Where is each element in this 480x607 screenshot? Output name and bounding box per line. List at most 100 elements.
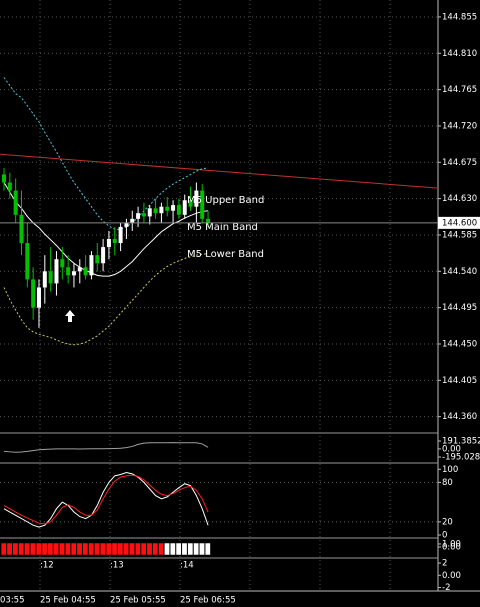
- signal-bar: [199, 542, 205, 556]
- candle-body: [66, 267, 71, 276]
- signal-bar: [59, 542, 65, 556]
- y-tick-label: 144.855: [442, 12, 477, 22]
- candle-body: [182, 200, 187, 215]
- y-tick-label: -195.028: [442, 452, 480, 462]
- signal-bar: [35, 542, 42, 556]
- candle-body: [54, 259, 59, 284]
- candle-body: [165, 206, 170, 211]
- signal-bar: [94, 542, 100, 556]
- signal-arrow: [65, 310, 75, 322]
- y-tick-label: 144.540: [442, 267, 477, 277]
- signal-bar: [82, 542, 89, 556]
- signal-bar: [18, 542, 25, 556]
- y-tick-label: 144.495: [442, 303, 477, 313]
- y-tick-label: 0.00: [442, 542, 461, 552]
- signal-bar: [169, 542, 176, 556]
- signal-bar: [181, 542, 188, 556]
- price-label: 144.600: [442, 218, 477, 228]
- band-label: M5 Lower Band: [187, 249, 264, 260]
- signal-bar: [0, 542, 7, 556]
- signal-bar: [140, 542, 147, 556]
- candle-body: [71, 271, 76, 276]
- y-tick-label: 144.360: [442, 412, 477, 422]
- candle-body: [60, 259, 65, 268]
- candle-body: [31, 279, 36, 308]
- candle-body: [95, 255, 100, 264]
- signal-bar: [12, 542, 19, 556]
- signal-bar: [129, 542, 135, 556]
- candle-body: [89, 255, 94, 276]
- price-marker: [438, 216, 480, 229]
- candle-body: [83, 267, 88, 276]
- signal-bar: [164, 542, 170, 556]
- y-tick-label: 144.405: [442, 376, 477, 386]
- indicator-line: [3, 472, 209, 528]
- y-tick-label: 144.810: [442, 49, 477, 59]
- y-tick-label: 0.00: [442, 444, 461, 454]
- candle-body: [42, 271, 47, 288]
- y-tick-label: 144.450: [442, 339, 477, 349]
- day-label: :12: [40, 561, 54, 571]
- candle-body: [106, 239, 111, 248]
- candle-body: [112, 239, 117, 244]
- signal-bar: [117, 542, 124, 556]
- candle-body: [101, 247, 106, 264]
- y-tick-label: 144.675: [442, 158, 477, 168]
- y-tick-label: 100: [442, 465, 458, 475]
- signal-bar: [88, 542, 95, 556]
- signal-bar: [24, 542, 30, 556]
- candle-body: [48, 271, 53, 284]
- candle-body: [176, 205, 181, 215]
- day-label: :13: [110, 561, 124, 571]
- signal-bar: [111, 542, 118, 556]
- candle-body: [171, 205, 176, 211]
- y-tick-label: 144.585: [442, 230, 477, 240]
- candle-body: [147, 208, 152, 217]
- y-tick-label: 144.630: [442, 194, 477, 204]
- signal-bar: [187, 542, 194, 556]
- indicator-line: [3, 474, 209, 525]
- day-label: :14: [180, 561, 194, 571]
- y-tick-label: 191.3852: [442, 436, 480, 446]
- y-tick-label: 1.00: [442, 539, 461, 549]
- trendline: [0, 153, 439, 189]
- band-label: M5 Upper Band: [187, 195, 264, 206]
- signal-bar: [123, 542, 130, 556]
- candle-body: [194, 190, 199, 207]
- candle-body: [159, 206, 164, 214]
- signal-bar: [158, 542, 165, 556]
- candle-body: [13, 190, 18, 215]
- candle-body: [77, 267, 82, 272]
- signal-bar: [47, 542, 54, 556]
- candle-body: [200, 190, 205, 219]
- y-tick-label: 80: [442, 478, 453, 488]
- candle-body: [2, 174, 6, 183]
- signal-bar: [70, 542, 77, 556]
- candle-body: [118, 226, 123, 244]
- y-tick-label: 20: [442, 517, 453, 527]
- signal-bar: [76, 542, 83, 556]
- signal-bar: [146, 542, 153, 556]
- x-tick-label: 03:55: [0, 596, 25, 606]
- candle-body: [188, 200, 193, 207]
- signal-bar: [99, 542, 106, 556]
- indicator-line: [3, 442, 209, 453]
- candle-body: [136, 213, 141, 219]
- candle-body: [36, 287, 41, 308]
- x-tick-label: 25 Feb 04:55: [40, 596, 96, 606]
- signal-bar: [53, 542, 60, 556]
- candle-body: [206, 218, 211, 223]
- y-tick-label: 144.720: [442, 121, 477, 131]
- x-tick-label: 25 Feb 05:55: [110, 596, 166, 606]
- y-tick-label: 144.765: [442, 85, 477, 95]
- candle-body: [7, 182, 12, 191]
- signal-bar: [30, 542, 36, 556]
- signal-bar: [41, 542, 48, 556]
- y-tick-label: 0.00: [442, 571, 461, 581]
- candle-body: [130, 218, 135, 223]
- candle-body: [153, 208, 158, 214]
- signal-bar: [193, 542, 200, 556]
